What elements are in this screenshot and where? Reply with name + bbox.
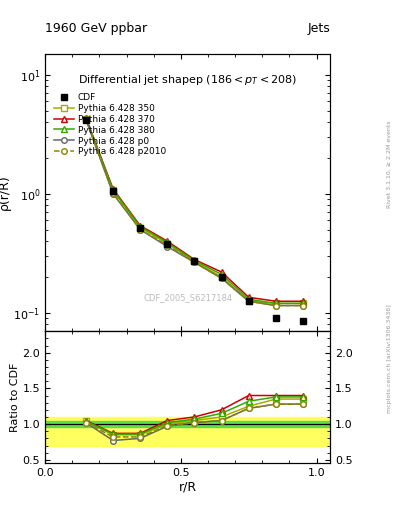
Pythia 6.428 p0 <box>274 303 278 309</box>
CDF <box>219 274 224 280</box>
Pythia 6.428 350 <box>246 298 251 304</box>
Pythia 6.428 370 <box>219 269 224 275</box>
Pythia 6.428 370 <box>165 238 170 244</box>
Pythia 6.428 350 <box>301 301 305 307</box>
Text: Differential jet shapep $(186 < p_T < 208)$: Differential jet shapep $(186 < p_T < 20… <box>78 73 298 87</box>
Text: Rivet 3.1.10, ≥ 2.2M events: Rivet 3.1.10, ≥ 2.2M events <box>387 120 391 208</box>
CDF <box>84 117 88 123</box>
Pythia 6.428 350 <box>111 187 116 194</box>
X-axis label: r/R: r/R <box>178 481 197 494</box>
Pythia 6.428 p0 <box>84 117 88 123</box>
CDF <box>274 315 278 322</box>
Pythia 6.428 350 <box>138 224 143 230</box>
Pythia 6.428 p2010 <box>138 226 143 232</box>
Pythia 6.428 p2010 <box>246 298 251 304</box>
Pythia 6.428 p2010 <box>84 116 88 122</box>
Pythia 6.428 380 <box>274 301 278 307</box>
Pythia 6.428 p0 <box>192 260 197 266</box>
Pythia 6.428 p2010 <box>111 189 116 196</box>
Line: CDF: CDF <box>83 116 307 325</box>
Pythia 6.428 350 <box>219 274 224 280</box>
Pythia 6.428 380 <box>138 224 143 230</box>
Pythia 6.428 p0 <box>111 190 116 197</box>
Pythia 6.428 370 <box>301 298 305 304</box>
Pythia 6.428 p0 <box>138 226 143 232</box>
Pythia 6.428 380 <box>219 271 224 278</box>
Pythia 6.428 p2010 <box>274 303 278 309</box>
Pythia 6.428 p0 <box>301 303 305 309</box>
Line: Pythia 6.428 p2010: Pythia 6.428 p2010 <box>83 117 306 308</box>
Pythia 6.428 350 <box>274 301 278 307</box>
Legend: CDF, Pythia 6.428 350, Pythia 6.428 370, Pythia 6.428 380, Pythia 6.428 p0, Pyth: CDF, Pythia 6.428 350, Pythia 6.428 370,… <box>53 92 168 158</box>
Text: CDF_2005_S6217184: CDF_2005_S6217184 <box>143 293 232 303</box>
Y-axis label: ρ(r/R): ρ(r/R) <box>0 175 11 210</box>
Pythia 6.428 p2010 <box>219 275 224 281</box>
Pythia 6.428 p2010 <box>192 260 197 266</box>
Pythia 6.428 p2010 <box>301 303 305 309</box>
Line: Pythia 6.428 370: Pythia 6.428 370 <box>83 115 306 304</box>
Text: mcplots.cern.ch [arXiv:1306.3436]: mcplots.cern.ch [arXiv:1306.3436] <box>387 304 391 413</box>
Pythia 6.428 p0 <box>165 244 170 250</box>
CDF <box>138 224 143 230</box>
CDF <box>246 298 251 304</box>
Pythia 6.428 370 <box>111 186 116 192</box>
Pythia 6.428 370 <box>192 257 197 263</box>
Pythia 6.428 370 <box>246 294 251 301</box>
Pythia 6.428 350 <box>192 259 197 265</box>
Text: 1960 GeV ppbar: 1960 GeV ppbar <box>45 22 147 35</box>
Pythia 6.428 380 <box>246 296 251 302</box>
CDF <box>192 259 197 265</box>
Pythia 6.428 370 <box>84 115 88 121</box>
Pythia 6.428 370 <box>138 223 143 229</box>
Pythia 6.428 370 <box>274 298 278 304</box>
CDF <box>165 241 170 247</box>
Pythia 6.428 p0 <box>246 298 251 304</box>
Pythia 6.428 350 <box>165 241 170 247</box>
Line: Pythia 6.428 380: Pythia 6.428 380 <box>83 116 306 306</box>
CDF <box>301 318 305 324</box>
Pythia 6.428 380 <box>192 258 197 264</box>
Text: Jets: Jets <box>307 22 330 35</box>
Pythia 6.428 p0 <box>219 275 224 281</box>
Pythia 6.428 380 <box>165 240 170 246</box>
Pythia 6.428 380 <box>301 301 305 307</box>
Y-axis label: Ratio to CDF: Ratio to CDF <box>10 362 20 432</box>
Line: Pythia 6.428 p0: Pythia 6.428 p0 <box>83 117 306 308</box>
CDF <box>111 188 116 195</box>
Line: Pythia 6.428 350: Pythia 6.428 350 <box>83 116 306 306</box>
Pythia 6.428 350 <box>84 116 88 122</box>
Pythia 6.428 p2010 <box>165 242 170 248</box>
Pythia 6.428 380 <box>84 115 88 121</box>
Pythia 6.428 380 <box>111 187 116 193</box>
